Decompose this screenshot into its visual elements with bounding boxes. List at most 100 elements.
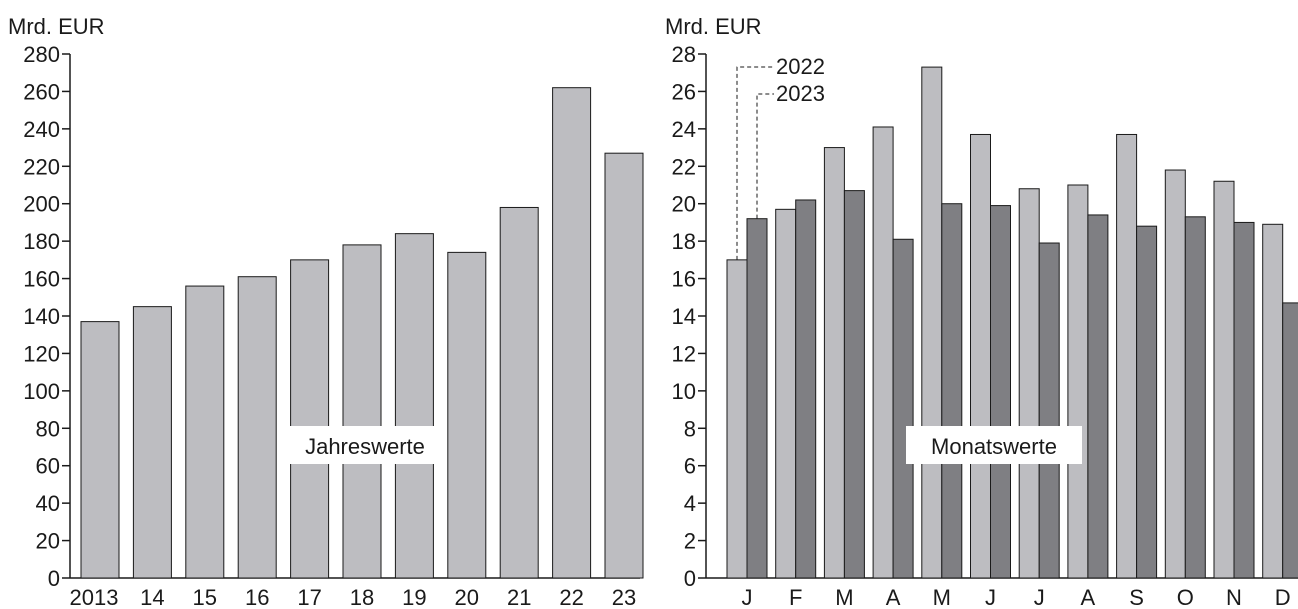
x-tick-label: 19	[402, 585, 426, 609]
y-tick-label: 28	[672, 42, 696, 67]
bar-17	[290, 259, 330, 579]
bar-20	[447, 251, 487, 579]
y-tick-label: 12	[672, 341, 696, 366]
y-tick-label: 240	[23, 117, 60, 142]
y-tick-label: 0	[48, 566, 60, 591]
bar-2022-N	[1213, 180, 1235, 579]
x-tick-label: 2013	[70, 585, 119, 609]
y-tick-label: 18	[672, 229, 696, 254]
x-tick-label: 17	[297, 585, 321, 609]
y-tick-label: 220	[23, 154, 60, 179]
y-tick-label: 6	[684, 454, 696, 479]
bar-2022-A	[872, 126, 894, 579]
bar-2022-O	[1164, 169, 1186, 579]
x-tick-label: M	[933, 585, 951, 609]
bar-2022-M	[823, 147, 845, 579]
bar-2013	[80, 321, 120, 579]
x-tick-label: M	[835, 585, 853, 609]
x-tick-label: D	[1275, 585, 1291, 609]
bar-2023-D	[1282, 302, 1298, 579]
annual-chart: Mrd. EUR 0 20 40 60 80 100 120 140 160 180 200 220 24…	[8, 14, 644, 609]
bar-2022-J	[726, 259, 748, 579]
x-tick-label: 14	[140, 585, 164, 609]
y-tick-label: 2	[684, 529, 696, 554]
bar-2023-A	[892, 238, 914, 579]
x-tick-label: 15	[193, 585, 217, 609]
bar-2023-M	[941, 203, 963, 579]
bar-2023-N	[1233, 221, 1255, 579]
x-tick-label: 20	[455, 585, 479, 609]
bar-2022-D	[1262, 223, 1284, 579]
bar-2022-J	[970, 133, 991, 579]
legend-label-2023: 2023	[776, 81, 825, 106]
legend-leader-2023	[756, 93, 774, 219]
annotation-background	[284, 426, 446, 464]
x-tick-label: J	[985, 585, 996, 609]
x-tick-label: J	[1034, 585, 1045, 609]
y-tick-label: 24	[672, 117, 696, 142]
y-tick-label: 260	[23, 79, 60, 104]
bar-2022-A	[1067, 184, 1089, 579]
y-tick-label: 280	[23, 42, 60, 67]
bar-2023-S	[1136, 225, 1158, 579]
y-tick-label: 60	[36, 454, 60, 479]
bar-2022-M	[921, 66, 943, 579]
annotation-background	[906, 426, 1082, 464]
x-tick-label: 23	[612, 585, 636, 609]
bar-2023-A	[1087, 214, 1109, 579]
y-tick-label: 20	[672, 192, 696, 217]
bar-2023-O	[1184, 216, 1206, 579]
y-tick-label: 22	[672, 154, 696, 179]
bar-2022-F	[775, 208, 797, 579]
legend-leader-2022	[736, 66, 774, 260]
y-axis-label: Mrd. EUR	[665, 14, 762, 39]
bar-2023-J	[1038, 242, 1060, 579]
bar-2022-J	[1018, 188, 1040, 579]
x-tick-label: F	[789, 585, 802, 609]
bar-2022-S	[1116, 133, 1138, 579]
x-tick-label: A	[886, 585, 901, 609]
y-tick-label: 0	[684, 566, 696, 591]
bar-2023-J	[746, 218, 768, 579]
y-axis-label: Mrd. EUR	[8, 14, 105, 39]
y-tick-label: 40	[36, 491, 60, 516]
x-tick-label: 21	[507, 585, 531, 609]
y-tick-label: 26	[672, 79, 696, 104]
y-tick-label: 14	[672, 304, 696, 329]
bar-18	[342, 244, 382, 579]
x-tick-label: S	[1129, 585, 1144, 609]
bar-22	[552, 87, 592, 579]
y-tick-label: 8	[684, 416, 696, 441]
x-tick-label: 16	[245, 585, 269, 609]
y-tick-label: 20	[36, 529, 60, 554]
y-tick-label: 120	[23, 341, 60, 366]
y-tick-label: 4	[684, 491, 696, 516]
bar-23	[604, 152, 644, 579]
y-tick-label: 200	[23, 192, 60, 217]
y-tick-label: 140	[23, 304, 60, 329]
bar-19	[394, 233, 434, 579]
x-tick-label: J	[742, 585, 753, 609]
y-tick-label: 160	[23, 267, 60, 292]
y-tick-label: 10	[672, 379, 696, 404]
bar-2023-F	[795, 199, 817, 579]
bar-2023-M	[843, 190, 865, 579]
y-tick-label: 180	[23, 229, 60, 254]
legend-label-2022: 2022	[776, 54, 825, 79]
bar-14	[132, 306, 172, 579]
x-tick-label: A	[1081, 585, 1096, 609]
x-tick-label: 22	[559, 585, 583, 609]
annotation-label: Jahreswerte	[305, 434, 425, 459]
bar-15	[185, 285, 225, 579]
bar-16	[237, 276, 277, 579]
x-tick-label: 18	[350, 585, 374, 609]
y-tick-label: 80	[36, 416, 60, 441]
bar-21	[499, 206, 539, 579]
x-tick-label: N	[1226, 585, 1242, 609]
annotation-label: Monatswerte	[931, 434, 1057, 459]
x-tick-label: O	[1177, 585, 1194, 609]
bar-2023-J	[990, 205, 1011, 579]
y-tick-label: 16	[672, 267, 696, 292]
